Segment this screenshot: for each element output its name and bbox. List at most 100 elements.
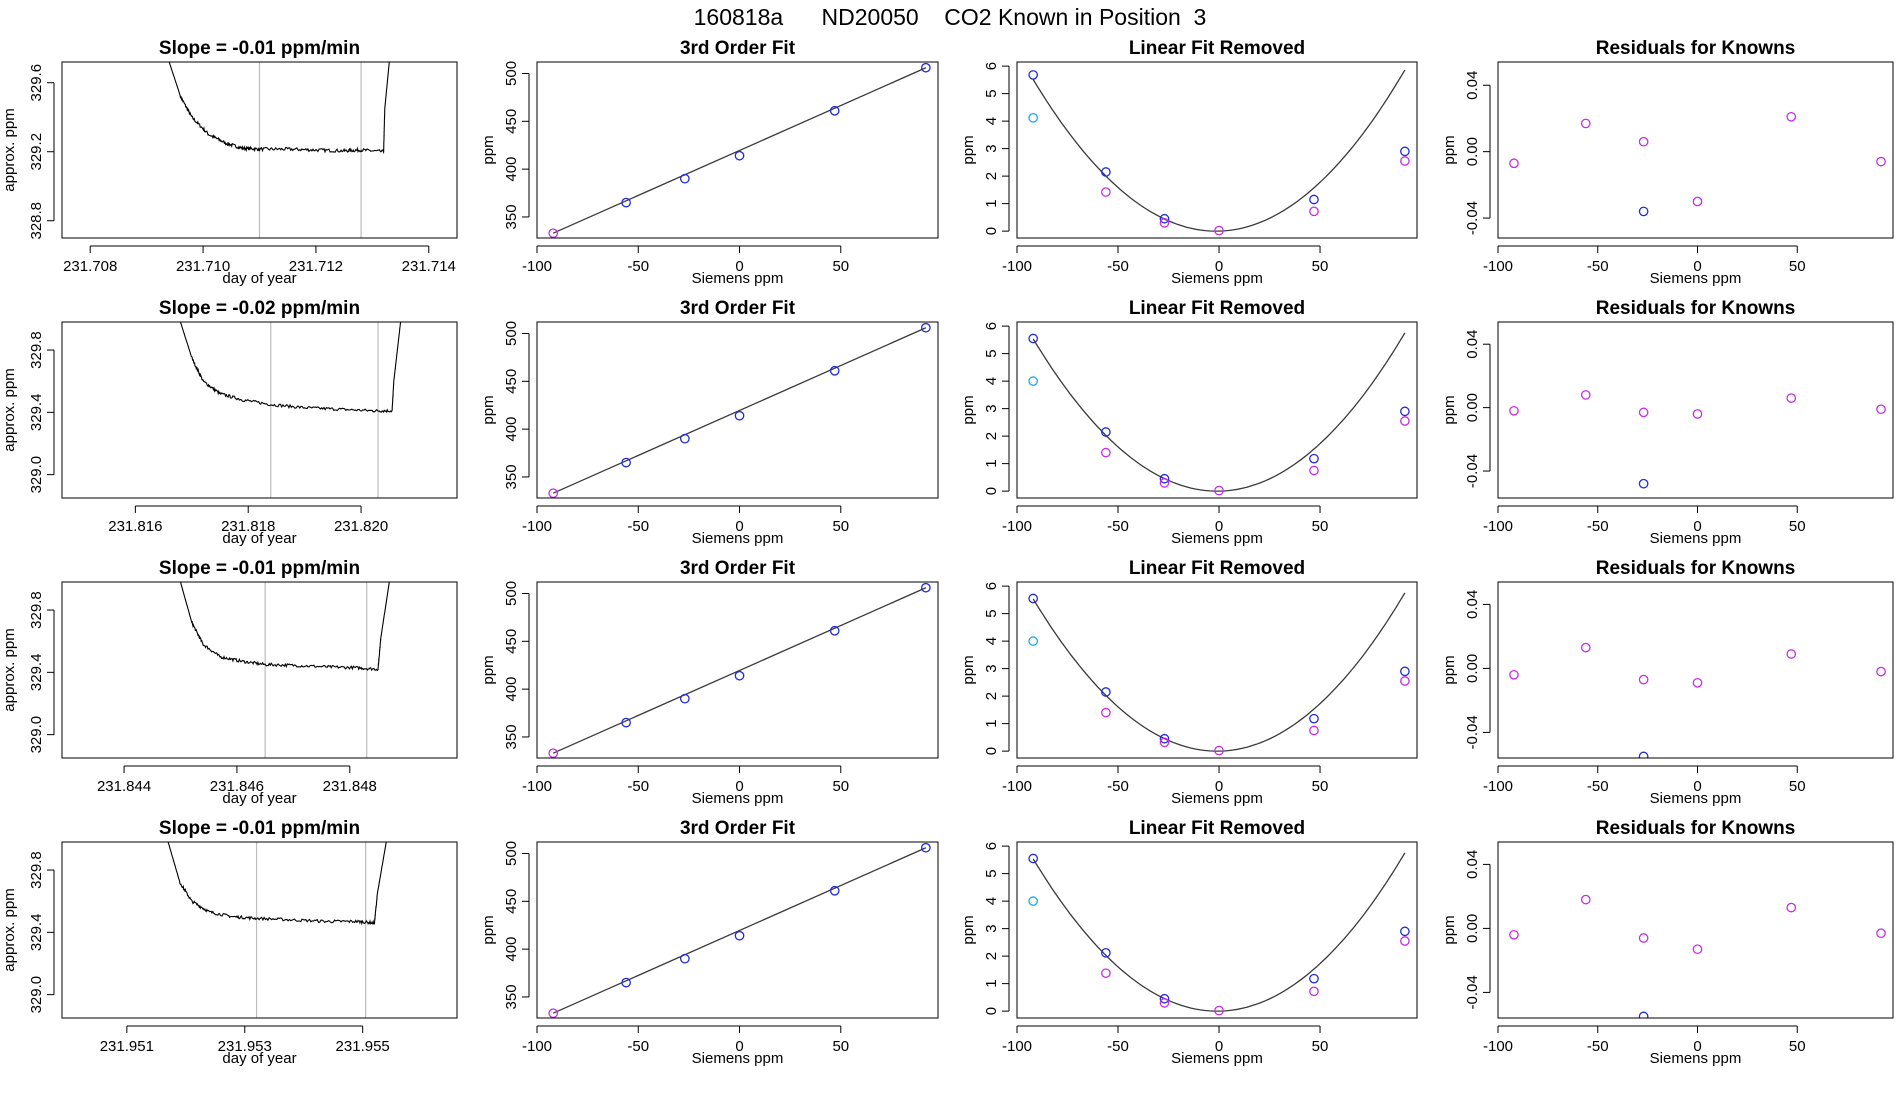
y-axis-label: ppm — [480, 915, 497, 944]
x-tick-label: 231.846 — [210, 778, 264, 795]
panel-title: Linear Fit Removed — [1129, 558, 1305, 579]
y-tick-label: 329.6 — [28, 64, 45, 102]
fit-line — [552, 327, 927, 494]
data-point — [1786, 902, 1797, 913]
plot-frame — [1016, 321, 1418, 499]
y-tick-label: 329.8 — [28, 851, 45, 889]
y-tick-label: 400 — [503, 157, 520, 182]
x-tick-label: -100 — [1002, 1038, 1032, 1055]
x-tick-label: 50 — [1312, 778, 1329, 795]
y-tick-label: 6 — [983, 62, 1000, 70]
panel-2-row-2: 3rd Order Fit -100 -50 0 50 Siemens ppm 350 400… — [480, 298, 939, 547]
x-tick-label: 231.844 — [97, 778, 151, 795]
x-axis-label: Siemens ppm — [692, 1050, 784, 1067]
data-point — [1159, 737, 1170, 748]
fit-curve — [1032, 852, 1406, 1012]
data-point — [1400, 406, 1410, 417]
plot-area — [168, 62, 390, 155]
y-axis-label: approx. ppm — [1, 108, 18, 191]
x-tick-label: 231.714 — [402, 258, 456, 275]
y-axis-label: ppm — [480, 135, 497, 164]
plot-frame — [1016, 841, 1418, 1019]
x-tick-label: -50 — [1107, 258, 1129, 275]
y-tick-label: 2 — [983, 172, 1000, 180]
x-axis-label: Siemens ppm — [1650, 790, 1742, 807]
plot-frame — [1497, 581, 1894, 759]
data-point — [1159, 733, 1170, 744]
x-tick-label: -50 — [627, 1038, 649, 1055]
plot-area — [179, 582, 390, 672]
y-tick-label: 329.0 — [28, 716, 45, 754]
x-tick-label: -100 — [522, 258, 552, 275]
y-tick-label: 350 — [503, 984, 520, 1009]
data-point — [1028, 853, 1039, 864]
x-tick-label: 0 — [1693, 778, 1701, 795]
y-tick-label: 5 — [983, 89, 1000, 97]
x-tick-label: 50 — [1789, 258, 1806, 275]
y-tick-label: 329.8 — [28, 331, 45, 369]
y-tick-label: 2 — [983, 432, 1000, 440]
x-tick-label: 231.848 — [323, 778, 377, 795]
trace-line — [167, 842, 387, 926]
data-point — [829, 885, 840, 896]
y-tick-label: 2 — [983, 692, 1000, 700]
x-axis-label: Siemens ppm — [1171, 1050, 1263, 1067]
data-point — [1101, 427, 1111, 437]
plot-frame — [536, 61, 939, 239]
x-tick-label: 231.820 — [334, 518, 388, 535]
x-tick-label: 50 — [832, 258, 849, 275]
data-point — [1028, 376, 1039, 386]
data-point — [1309, 713, 1319, 724]
data-point — [1786, 649, 1797, 659]
y-axis-label: ppm — [1441, 655, 1458, 684]
x-tick-label: -50 — [627, 778, 649, 795]
x-axis-label: Siemens ppm — [1171, 790, 1263, 807]
data-point — [1400, 926, 1410, 937]
panel-title: Linear Fit Removed — [1129, 38, 1305, 59]
panel-2-row-1: 3rd Order Fit -100 -50 0 50 Siemens ppm 350 400… — [480, 38, 939, 287]
data-point — [1159, 218, 1170, 228]
data-point — [1580, 118, 1591, 129]
x-tick-label: 0 — [735, 518, 743, 535]
data-point — [679, 173, 690, 184]
y-tick-label: 350 — [503, 464, 520, 489]
x-tick-label: -50 — [1587, 1038, 1609, 1055]
y-tick-label: 350 — [503, 724, 520, 749]
data-point — [1159, 478, 1170, 488]
x-tick-label: -100 — [1483, 258, 1513, 275]
y-tick-label: 450 — [503, 369, 520, 394]
panel-title: Residuals for Knowns — [1596, 818, 1796, 839]
y-tick-label: 0.00 — [1464, 393, 1481, 422]
plot-area — [548, 322, 931, 498]
plot-area — [1509, 894, 1886, 1018]
data-point — [829, 365, 840, 376]
x-axis-label: Siemens ppm — [692, 790, 784, 807]
x-tick-label: -100 — [1002, 778, 1032, 795]
plot-area — [179, 322, 402, 414]
data-point — [1309, 986, 1319, 997]
x-tick-label: 231.951 — [100, 1038, 154, 1055]
panel-title: Slope = -0.01 ppm/min — [159, 38, 360, 59]
data-point — [1580, 642, 1591, 653]
y-tick-label: 2 — [983, 952, 1000, 960]
plot-area — [548, 842, 931, 1018]
y-tick-label: 4 — [983, 897, 1000, 905]
plot-frame — [61, 61, 458, 239]
data-point — [1509, 158, 1519, 169]
plot-frame — [1497, 841, 1894, 1019]
x-tick-label: -50 — [1587, 778, 1609, 795]
data-point — [1638, 407, 1649, 418]
y-axis-label: approx. ppm — [1, 888, 18, 971]
y-tick-label: -0.04 — [1464, 201, 1481, 235]
data-point — [1638, 751, 1649, 758]
data-point — [1028, 70, 1039, 80]
panel-title: Slope = -0.01 ppm/min — [159, 818, 360, 839]
fit-curve — [1032, 592, 1406, 752]
y-tick-label: 5 — [983, 349, 1000, 357]
data-point — [679, 433, 690, 444]
plot-frame — [1497, 61, 1894, 239]
x-axis-label: Siemens ppm — [692, 530, 784, 547]
panel-title: 3rd Order Fit — [680, 298, 796, 319]
data-point — [621, 457, 631, 468]
